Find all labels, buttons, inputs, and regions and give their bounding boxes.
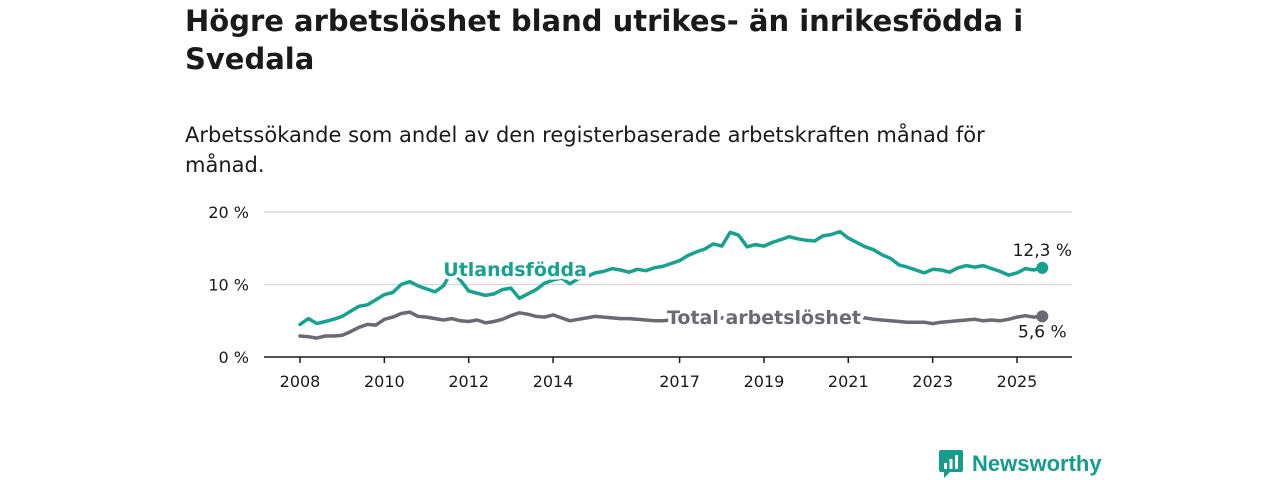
series-lines — [298, 229, 1049, 340]
y-tick-label: 0 % — [219, 348, 249, 367]
x-tick-label: 2019 — [744, 372, 785, 391]
x-tick-label: 2014 — [533, 372, 574, 391]
x-tick-label: 2017 — [659, 372, 700, 391]
series-line-utlandsfodda — [298, 229, 1045, 327]
brand-logo: Newsworthy — [938, 448, 1102, 480]
line-chart: 0 % 10 % 20 % 2008 2010 2012 2014 2017 2019 2021… — [208, 203, 1072, 391]
chart-subtitle: Arbetssökande som andel av den registerb… — [185, 123, 985, 177]
newsworthy-icon — [939, 450, 963, 478]
series-labels: 12,3 %5,6 %UtlandsföddaUtlandsföddaTotal… — [440, 241, 1072, 343]
y-axis-ticks: 0 % 10 % 20 % — [208, 203, 249, 367]
x-tick-label: 2010 — [364, 372, 405, 391]
end-label-utlandsfodda: 12,3 % — [1013, 241, 1072, 261]
end-point-total — [1036, 310, 1049, 323]
series-label-utlandsfodda: Utlandsfödda — [443, 259, 587, 281]
y-tick-label: 20 % — [208, 203, 249, 222]
chart-title: Högre arbetslöshet bland utrikes- än inr… — [185, 4, 1024, 76]
end-label-total: 5,6 % — [1018, 322, 1067, 342]
series-label-total: Total arbetslöshet — [667, 307, 861, 329]
y-tick-label: 10 % — [208, 276, 249, 295]
end-point-utlandsfodda — [1036, 261, 1049, 274]
grid-lines — [264, 211, 1072, 286]
series-line-total — [298, 310, 1045, 340]
brand-name: Newsworthy — [972, 451, 1102, 476]
x-tick-label: 2021 — [828, 372, 869, 391]
x-tick-label: 2008 — [280, 372, 321, 391]
x-tick-label: 2023 — [912, 372, 953, 391]
x-tick-label: 2025 — [997, 372, 1038, 391]
x-axis: 2008 2010 2012 2014 2017 2019 2021 2023 2025 — [264, 356, 1072, 391]
series-label-total-halo: Total arbetslöshet — [667, 307, 861, 329]
x-tick-label: 2012 — [448, 372, 489, 391]
series-label-utlandsfodda-halo: Utlandsfödda — [443, 259, 587, 281]
